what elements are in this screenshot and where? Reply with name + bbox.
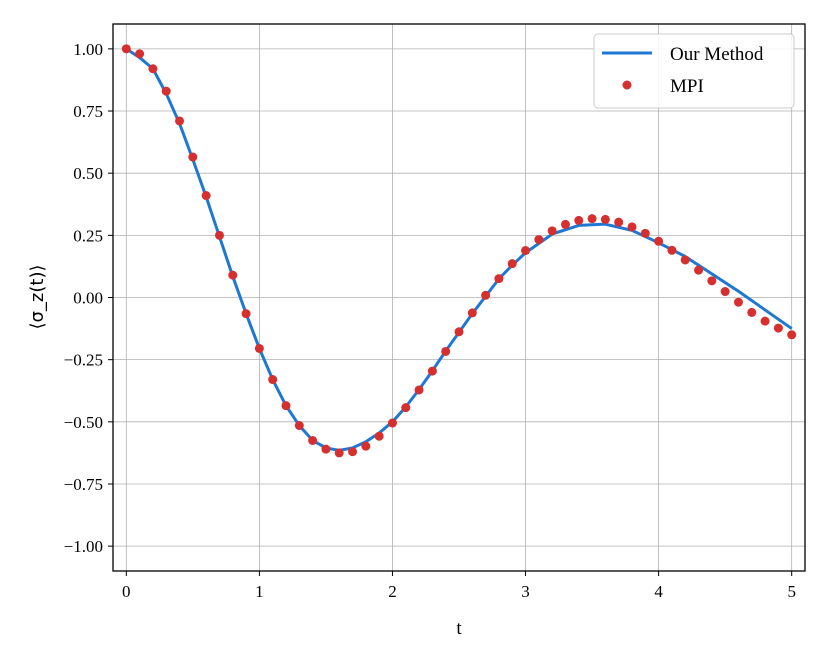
mpi-point [361, 441, 371, 451]
mpi-point [667, 245, 677, 255]
mpi-point [600, 214, 610, 224]
mpi-point [374, 431, 384, 441]
mpi-point [521, 246, 531, 256]
y-tick-label: 0.50 [73, 164, 103, 183]
mpi-point [507, 259, 517, 269]
mpi-point [401, 403, 411, 413]
mpi-point [308, 435, 318, 445]
mpi-point [694, 265, 704, 275]
mpi-point [574, 215, 584, 225]
mpi-point [627, 222, 637, 232]
mpi-point [654, 236, 664, 246]
mpi-point [148, 64, 158, 74]
mpi-point [427, 366, 437, 376]
mpi-point [387, 418, 397, 428]
mpi-point [121, 44, 131, 54]
mpi-point [707, 276, 717, 286]
mpi-point [560, 219, 570, 229]
mpi-point [773, 323, 783, 333]
y-tick-label: −0.50 [64, 413, 103, 432]
x-tick-label: 4 [654, 582, 663, 601]
mpi-point [720, 287, 730, 297]
mpi-point [733, 297, 743, 307]
mpi-point [214, 230, 224, 240]
y-tick-label: −1.00 [64, 537, 103, 556]
y-tick-label: 0.25 [73, 226, 103, 245]
mpi-point [441, 346, 451, 356]
y-tick-label: 1.00 [73, 40, 103, 59]
mpi-point [161, 86, 171, 96]
mpi-point [175, 116, 185, 126]
mpi-point [534, 235, 544, 245]
mpi-point [135, 49, 145, 59]
y-axis: 1.00 0.75 0.50 0.25 0.00 −0.25 −0.50 −0.75 −1.00 [64, 40, 113, 556]
mpi-point [268, 375, 278, 385]
y-tick-label: −0.25 [64, 351, 103, 370]
mpi-point [587, 214, 597, 224]
mpi-point [547, 226, 557, 236]
mpi-point [680, 255, 690, 265]
mpi-point [281, 401, 291, 411]
mpi-point [467, 308, 477, 318]
mpi-point [747, 307, 757, 317]
mpi-point [294, 421, 304, 431]
legend-dot-swatch [622, 80, 632, 90]
mpi-point [334, 448, 344, 458]
mpi-point [760, 316, 770, 326]
mpi-point [454, 327, 464, 337]
mpi-point [188, 152, 198, 162]
mpi-point [254, 343, 264, 353]
mpi-point [321, 444, 331, 454]
y-tick-label: 0.00 [73, 289, 103, 308]
mpi-point [348, 447, 358, 457]
mpi-point [787, 330, 797, 340]
mpi-point [414, 385, 424, 395]
y-tick-label: −0.75 [64, 475, 103, 494]
mpi-point [614, 217, 624, 227]
y-axis-label: ⟨σ_z(t)⟩ [27, 264, 48, 329]
legend-label-mpi: MPI [670, 76, 704, 97]
x-axis: 0 1 2 3 4 5 [122, 571, 796, 601]
x-tick-label: 3 [521, 582, 530, 601]
legend: Our Method MPI [593, 33, 795, 109]
mpi-point [201, 191, 211, 201]
y-tick-label: 0.75 [73, 102, 103, 121]
series-layer [121, 44, 797, 458]
x-axis-label: t [456, 618, 462, 639]
mpi-point [241, 309, 251, 319]
x-tick-label: 0 [122, 582, 131, 601]
x-tick-label: 1 [255, 582, 264, 601]
mpi-point [494, 274, 504, 284]
series-line-our-method [125, 47, 793, 452]
mpi-point [481, 290, 491, 300]
mpi-point [228, 270, 238, 280]
mpi-point [640, 228, 650, 238]
grid [113, 24, 805, 571]
legend-label-our-method: Our Method [670, 44, 764, 65]
x-tick-label: 2 [388, 582, 397, 601]
x-tick-label: 5 [787, 582, 796, 601]
